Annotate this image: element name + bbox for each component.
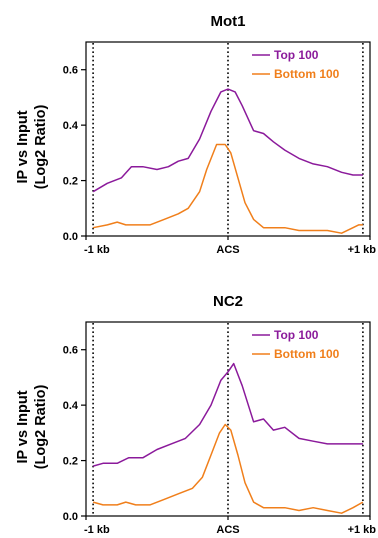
y-axis-label-units: (Log2 Ratio) [33,105,49,190]
legend-label: Bottom 100 [274,67,340,81]
series-line-top-100 [92,88,363,193]
y-tick-label: 0.0 [63,511,78,523]
x-tick-label: -1 kb [84,244,110,256]
y-axis-label-units: (Log2 Ratio) [33,385,49,470]
chart-title: Mot1 [211,13,246,30]
series-line-bottom-100 [92,143,363,234]
y-axis-label: IP vs Input [15,110,31,183]
chart-title: NC2 [213,293,243,310]
y-tick-label: 0.2 [63,176,78,188]
x-tick-label: +1 kb [348,524,377,536]
chart-panel-nc2: NC2 0.0 0.2 0.4 0.6 -1 kb ACS +1 kb IP vs Input(… [15,293,376,536]
y-tick-label: 0.2 [63,456,78,468]
y-tick-label: 0.4 [63,400,79,412]
y-tick-label: 0.4 [63,120,79,132]
x-tick-label: +1 kb [348,244,377,256]
y-tick-label: 0.6 [63,345,78,357]
x-tick-label: -1 kb [84,524,110,536]
y-tick-label: 0.6 [63,65,78,77]
y-tick-label: 0.0 [63,231,78,243]
legend-label: Top 100 [274,328,319,342]
x-tick-label: ACS [216,244,239,256]
y-axis-label: IP vs Input [15,390,31,463]
legend-label: Bottom 100 [274,347,340,361]
series-line-bottom-100 [92,423,364,514]
chart-panel-mot1: Mot1 0.0 0.2 0.4 0.6 -1 kb ACS +1 kb IP vs Input… [15,13,376,256]
series-line-top-100 [92,362,363,467]
x-tick-label: ACS [216,524,239,536]
legend-label: Top 100 [274,48,319,62]
